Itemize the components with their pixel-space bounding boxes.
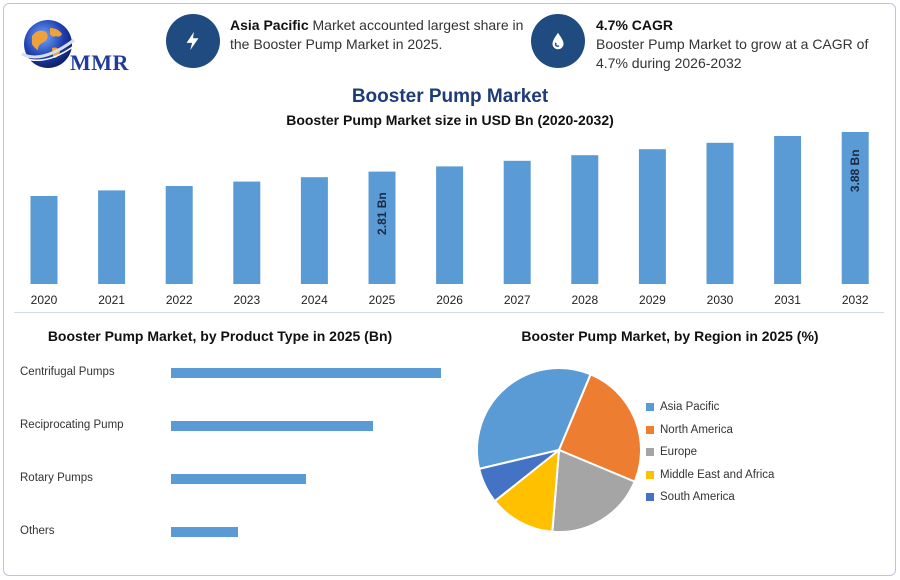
data-label: 3.88 Bn [848, 149, 862, 192]
legend-swatch [646, 448, 654, 457]
product-type-label: Reciprocating Pump [20, 419, 124, 431]
bar-2024 [300, 177, 328, 284]
x-tick-label: 2031 [774, 293, 801, 307]
legend-item: Asia Pacific [646, 396, 774, 419]
chart-title: Booster Pump Market [351, 86, 549, 107]
legend-label: South America [660, 491, 735, 504]
region-pie-chart [476, 367, 642, 533]
legend-item: North America [646, 419, 774, 442]
bar-2027 [503, 160, 531, 284]
legend-label: Asia Pacific [660, 401, 720, 414]
brand-name: MMR [70, 50, 129, 75]
product-type-label: Rotary Pumps [20, 472, 93, 484]
legend-item: Europe [646, 441, 774, 464]
product-type-label: Centrifugal Pumps [20, 366, 115, 378]
info-card-1-bold: Asia Pacific [230, 17, 309, 33]
legend-swatch [646, 470, 654, 479]
x-tick-label: 2024 [301, 293, 328, 307]
x-tick-label: 2020 [31, 293, 58, 307]
x-tick-label: 2028 [571, 293, 598, 307]
bar-2029 [638, 149, 666, 284]
legend-label: North America [660, 423, 733, 436]
legend-swatch [646, 403, 654, 412]
legend-swatch [646, 493, 654, 502]
bar-2025 [368, 171, 396, 284]
x-tick-label: 2032 [842, 293, 869, 307]
info-card-asia-pacific: Asia Pacific Market accounted largest sh… [230, 16, 530, 54]
product-type-bar [171, 421, 374, 431]
pie-slice-europe [551, 448, 636, 533]
x-tick-label: 2021 [98, 293, 125, 307]
region-title: Booster Pump Market, by Region in 2025 (… [521, 328, 819, 344]
pie-slice-north-america [557, 373, 642, 483]
bar-2031 [774, 136, 802, 284]
market-size-bar-chart: 2020 2021 2022 2023 2024 2025 2026 2027 2028 2029… [30, 132, 869, 307]
bar-2020 [30, 196, 58, 284]
region-legend: Asia Pacific North America Europe Middle Ea… [646, 396, 774, 509]
section-divider [14, 312, 884, 313]
x-tick-label: 2027 [504, 293, 531, 307]
bar-2030 [706, 142, 734, 284]
legend-item: Middle East and Africa [646, 464, 774, 487]
product-type-bar [171, 527, 239, 537]
lightning-icon [166, 14, 220, 68]
info-card-2-bold: 4.7% CAGR [596, 17, 674, 33]
bar-2026 [436, 166, 464, 284]
pie-slice-middle-east-and-africa [493, 447, 561, 533]
bar-2032 [841, 132, 869, 284]
legend-label: Middle East and Africa [660, 468, 775, 481]
bar-2021 [98, 190, 126, 284]
x-tick-label: 2022 [166, 293, 193, 307]
x-tick-label: 2025 [369, 293, 396, 307]
chart-subtitle: Booster Pump Market size in USD Bn (2020… [286, 112, 614, 128]
product-type-bar [171, 474, 306, 484]
legend-item: South America [646, 486, 774, 509]
x-tick-label: 2030 [707, 293, 734, 307]
bar-2023 [233, 181, 261, 284]
x-tick-label: 2023 [233, 293, 260, 307]
globe-icon [21, 20, 75, 68]
legend-label: Europe [660, 446, 698, 459]
info-card-1-text: Market accounted largest share in the Bo… [230, 17, 524, 52]
water-drop-icon [531, 14, 585, 68]
product-type-title: Booster Pump Market, by Product Type in … [47, 328, 393, 344]
legend-swatch [646, 425, 654, 434]
info-card-cagr: 4.7% CAGR Booster Pump Market to grow at… [596, 16, 886, 73]
info-card-2-text: Booster Pump Market to grow at a CAGR of… [596, 36, 869, 71]
bar-2022 [165, 186, 193, 284]
frame-border [3, 3, 896, 576]
pie-slice-south-america [478, 449, 560, 503]
pie-slice-asia-pacific [476, 367, 592, 471]
brand-logo: MMR [18, 12, 138, 78]
bar-2028 [571, 155, 599, 284]
x-tick-label: 2029 [639, 293, 666, 307]
x-tick-label: 2026 [436, 293, 463, 307]
product-type-label: Others [20, 525, 55, 537]
product-type-bar [171, 368, 441, 378]
data-label: 2.81 Bn [375, 192, 389, 235]
